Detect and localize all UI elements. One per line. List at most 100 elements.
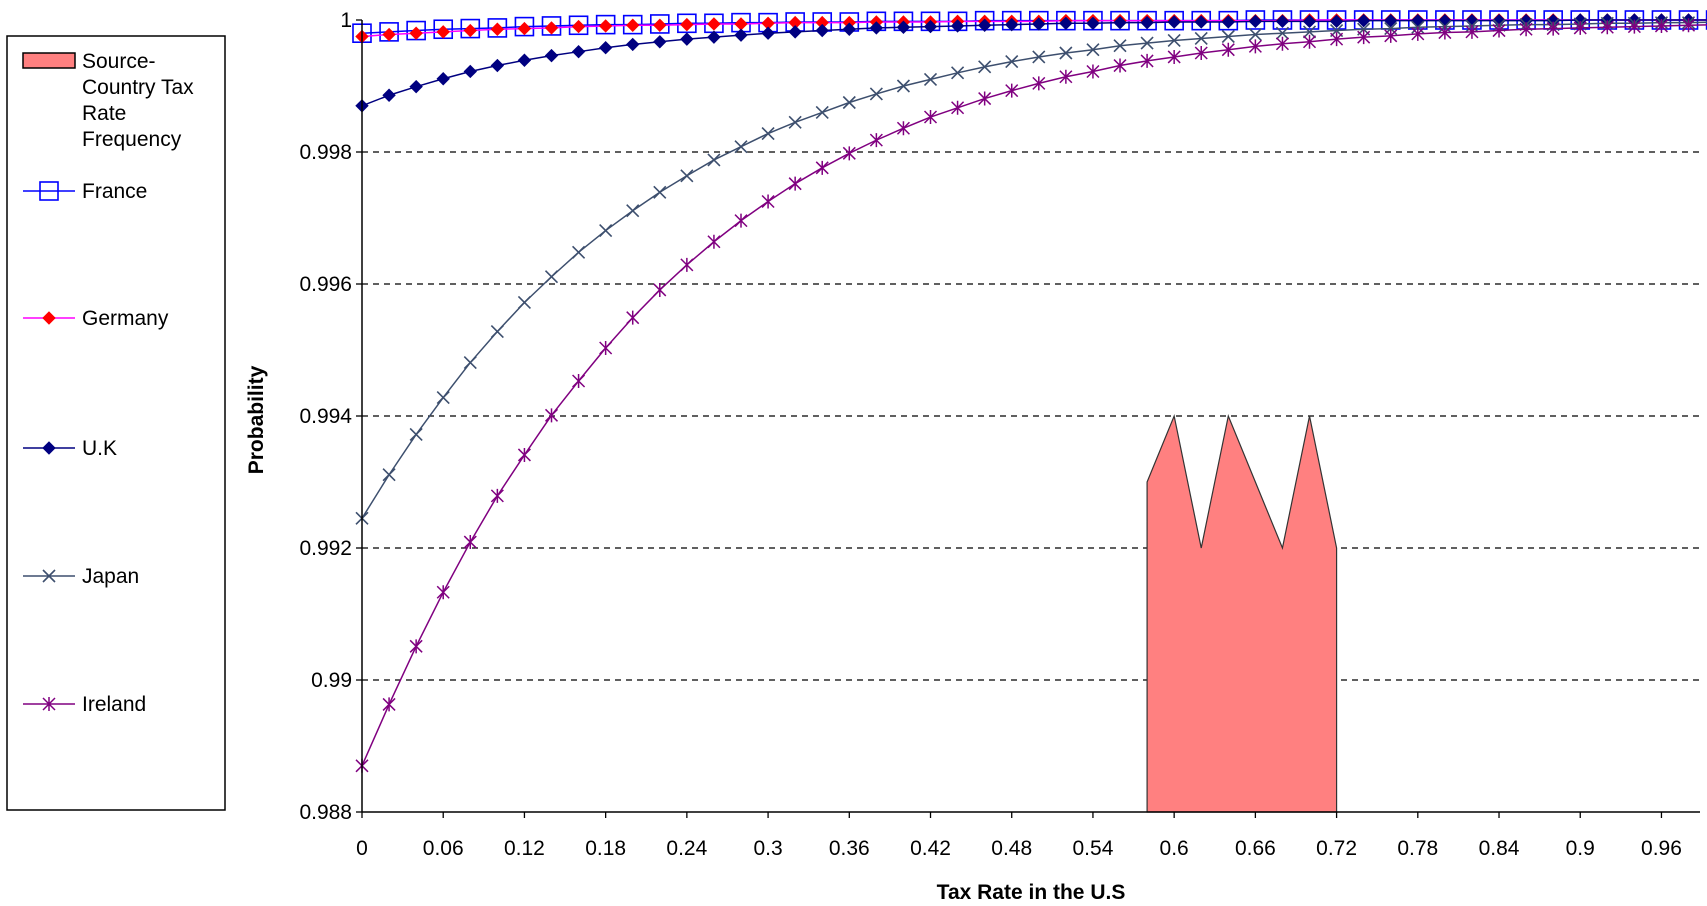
- data-point: [896, 20, 911, 34]
- marker-x: [463, 355, 477, 370]
- marker-asterisk: [490, 488, 504, 503]
- x-tick-label: 0.06: [423, 837, 464, 860]
- legend-label: Japan: [82, 565, 139, 588]
- data-point: [761, 194, 775, 209]
- marker-x: [1221, 29, 1235, 44]
- data-point: [517, 21, 532, 36]
- data-point: [436, 390, 450, 405]
- marker-asterisk: [1384, 28, 1398, 43]
- data-point: [1140, 15, 1154, 30]
- marker-x: [382, 468, 396, 482]
- marker-diamond: [896, 20, 911, 34]
- marker-asterisk: [923, 110, 938, 125]
- data-point: [1167, 15, 1181, 29]
- marker-diamond: [1005, 17, 1019, 32]
- series-line: [361, 24, 1707, 767]
- marker-asterisk: [653, 282, 667, 297]
- legend-label-line: Country Tax: [82, 76, 194, 99]
- data-point: [599, 223, 613, 238]
- data-point: [1519, 22, 1533, 37]
- data-point: [1113, 58, 1127, 73]
- marker-x: [1086, 43, 1100, 57]
- data-point: [1005, 55, 1019, 69]
- data-point: [1194, 31, 1208, 46]
- data-point: [598, 41, 613, 55]
- data-point: [677, 13, 697, 34]
- data-point: [1113, 15, 1127, 30]
- legend-marker: [42, 311, 56, 325]
- data-point: [1221, 15, 1236, 29]
- data-point: [1167, 49, 1181, 64]
- data-point: [568, 15, 589, 36]
- marker-square: [649, 14, 670, 34]
- data-point: [761, 26, 775, 40]
- x-tick-label: 0.78: [1397, 837, 1438, 860]
- data-point: [734, 17, 748, 31]
- marker-diamond: [544, 48, 559, 63]
- series-ireland: [355, 18, 1707, 773]
- data-point: [541, 16, 562, 36]
- marker-x: [42, 569, 56, 583]
- data-point: [649, 14, 670, 34]
- data-point: [842, 95, 856, 110]
- data-point: [1059, 69, 1073, 84]
- x-tick-label: 0.72: [1316, 837, 1357, 860]
- y-tick-label: 0.996: [299, 273, 352, 296]
- data-point: [409, 79, 423, 94]
- data-point: [707, 153, 721, 167]
- marker-diamond: [382, 88, 396, 102]
- data-point: [1654, 18, 1668, 33]
- y-tick-label: 0.99: [311, 669, 352, 692]
- data-point: [490, 324, 504, 339]
- x-axis-title: Tax Rate in the U.S: [937, 881, 1126, 904]
- marker-diamond: [463, 23, 477, 38]
- marker-diamond: [571, 19, 586, 34]
- x-tick-label: 0.66: [1235, 837, 1276, 860]
- marker-asterisk: [42, 697, 56, 711]
- marker-asterisk: [951, 100, 965, 115]
- marker-asterisk: [788, 176, 802, 191]
- marker-diamond: [42, 441, 56, 455]
- marker-x: [517, 295, 531, 310]
- data-point: [869, 87, 883, 101]
- data-point: [1248, 14, 1263, 29]
- data-point: [487, 18, 508, 38]
- data-point: [1411, 13, 1425, 28]
- plot-area: 0.988 0.99 0.992 0.994 0.996 0.998 1 0 0.06 0.12 0…: [299, 9, 1707, 860]
- marker-x: [544, 270, 559, 284]
- legend-marker: [42, 697, 56, 711]
- data-point: [734, 213, 748, 228]
- marker-diamond: [1167, 15, 1181, 29]
- legend-swatch-area: [22, 52, 76, 69]
- marker-diamond: [707, 17, 721, 31]
- data-point: [1059, 46, 1073, 60]
- data-point: [463, 355, 477, 370]
- marker-asterisk: [1492, 23, 1506, 38]
- marker-x: [490, 324, 504, 339]
- marker-asterisk: [978, 91, 992, 106]
- data-point: [1492, 23, 1506, 38]
- series-japan: [355, 16, 1707, 525]
- legend-label: Germany: [82, 307, 169, 330]
- marker-asterisk: [1005, 83, 1019, 98]
- data-point: [896, 79, 911, 93]
- marker-x: [1140, 36, 1154, 50]
- marker-diamond: [923, 19, 938, 34]
- data-point: [951, 100, 965, 115]
- marker-asterisk: [680, 257, 694, 272]
- x-tick-label: 0: [356, 837, 368, 860]
- marker-square: [595, 14, 616, 35]
- data-point: [436, 72, 450, 86]
- data-point: [1059, 16, 1073, 31]
- marker-square: [39, 181, 59, 201]
- marker-x: [653, 185, 667, 199]
- data-point: [1438, 13, 1452, 28]
- data-point: [734, 140, 748, 154]
- marker-x: [1302, 25, 1317, 39]
- data-point: [1600, 20, 1614, 35]
- marker-x: [1248, 27, 1262, 42]
- marker-diamond: [1302, 14, 1317, 29]
- marker-diamond: [382, 27, 396, 42]
- legend-marker: [42, 441, 56, 455]
